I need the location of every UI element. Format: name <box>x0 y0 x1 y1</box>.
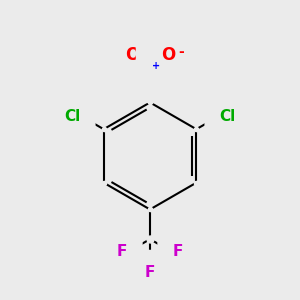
Text: N: N <box>144 65 156 80</box>
Text: F: F <box>117 244 128 259</box>
Text: O: O <box>161 46 175 64</box>
Text: Cl: Cl <box>220 109 236 124</box>
Text: -: - <box>178 45 184 59</box>
Text: F: F <box>145 265 155 280</box>
Text: Cl: Cl <box>64 109 80 124</box>
Text: O: O <box>125 46 139 64</box>
Text: F: F <box>172 244 183 259</box>
Text: +: + <box>152 61 160 71</box>
